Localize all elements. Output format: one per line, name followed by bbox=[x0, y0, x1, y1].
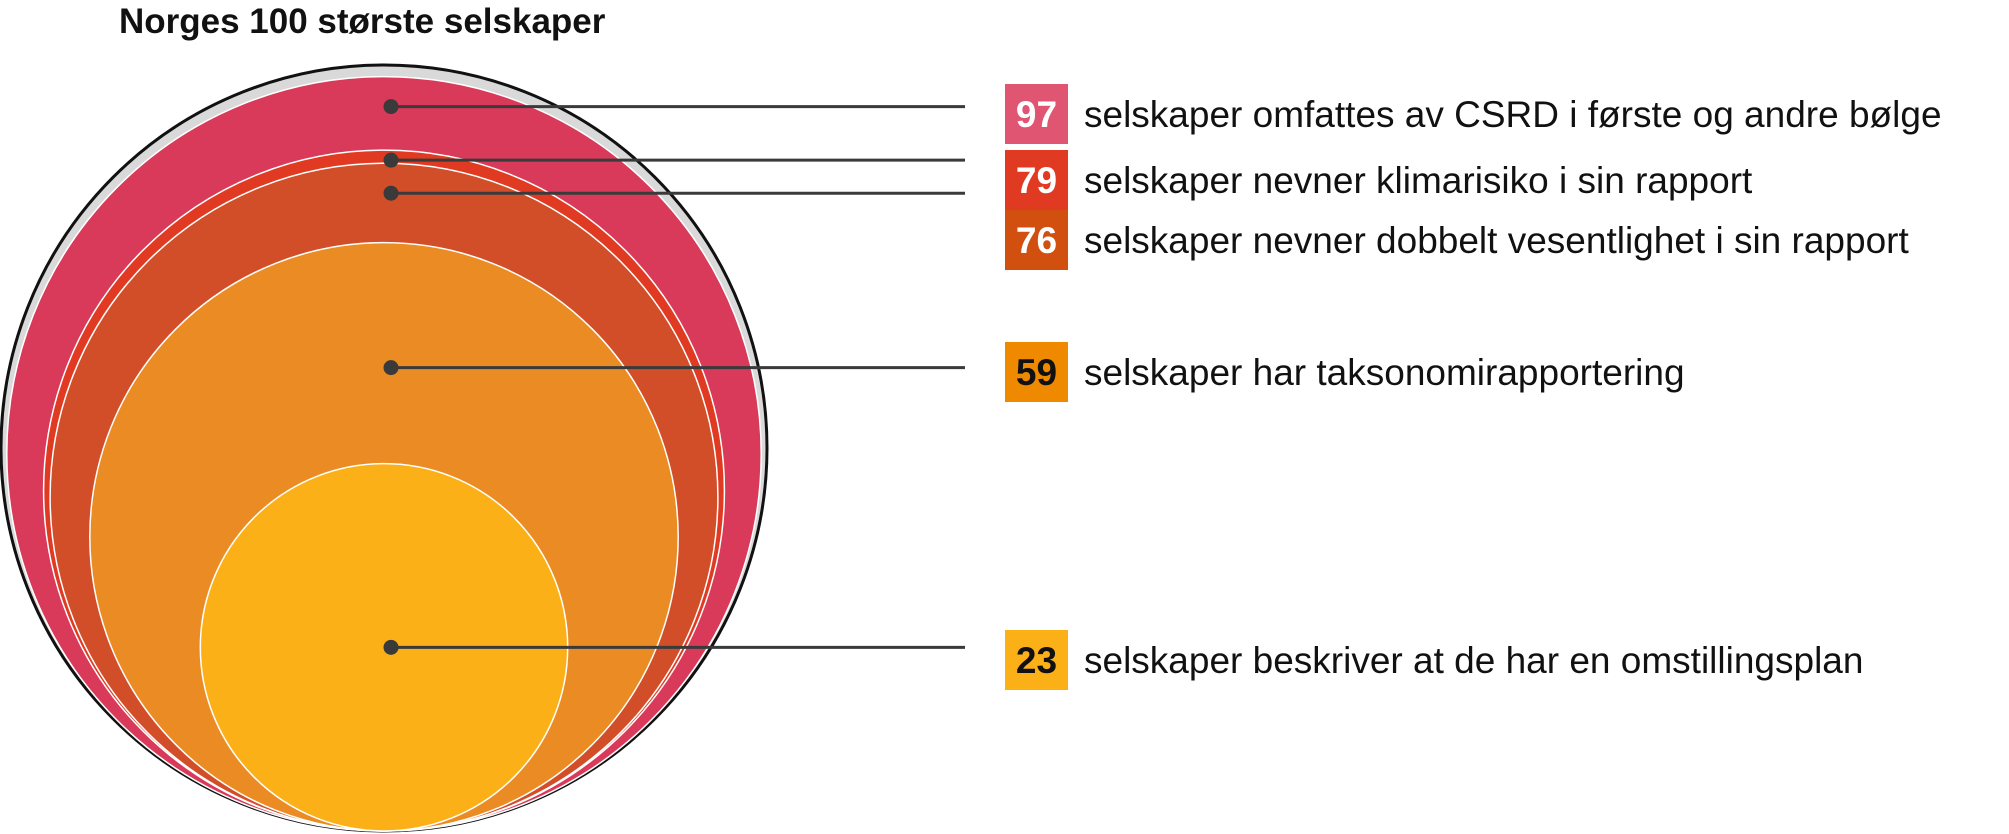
connector-dot-23 bbox=[383, 639, 399, 655]
connector-dot-59 bbox=[383, 360, 399, 376]
legend-label-79: selskaper nevner klimarisiko i sin rappo… bbox=[1084, 160, 1753, 201]
connector-dot-79 bbox=[383, 152, 399, 168]
connector-dot-76 bbox=[383, 185, 399, 201]
badge-value-76: 76 bbox=[1016, 220, 1057, 261]
badge-value-97: 97 bbox=[1016, 94, 1057, 135]
chart-title: Norges 100 største selskaper bbox=[119, 2, 606, 41]
badge-59 bbox=[1005, 342, 1068, 402]
badge-97 bbox=[1005, 84, 1068, 144]
legend-label-97: selskaper omfattes av CSRD i første og a… bbox=[1084, 94, 1942, 135]
legend-group: 97 selskaper omfattes av CSRD i første og… bbox=[1005, 84, 1942, 690]
badge-value-79: 79 bbox=[1016, 160, 1057, 201]
badge-value-59: 59 bbox=[1016, 352, 1057, 393]
legend-label-23: selskaper beskriver at de har en omstill… bbox=[1084, 640, 1863, 681]
badge-23 bbox=[1005, 630, 1068, 690]
connectors-group bbox=[383, 99, 965, 655]
legend-label-76: selskaper nevner dobbelt vesentlighet i … bbox=[1084, 220, 1909, 261]
badge-value-23: 23 bbox=[1016, 640, 1057, 681]
connector-dot-97 bbox=[383, 99, 399, 115]
legend-label-59: selskaper har taksonomirapportering bbox=[1084, 352, 1685, 393]
badge-79 bbox=[1005, 150, 1068, 210]
circles-group bbox=[0, 63, 769, 833]
badge-76 bbox=[1005, 210, 1068, 270]
